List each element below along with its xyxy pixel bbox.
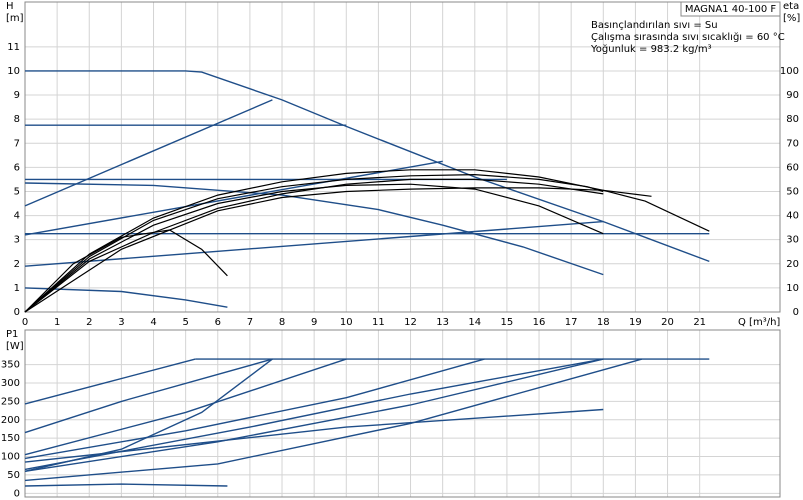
x-tick-label: 18 — [597, 317, 610, 328]
y2-tick-label: 100 — [780, 66, 799, 77]
y-tick-label: 150 — [1, 433, 20, 444]
curve — [24, 358, 604, 471]
y-tick-label: 5 — [14, 186, 20, 197]
y2-tick-label: 70 — [786, 138, 799, 149]
x-tick-label: 6 — [215, 317, 221, 328]
x-tick-label: 19 — [629, 317, 642, 328]
x-tick-label: 13 — [436, 317, 449, 328]
curve — [24, 483, 228, 487]
title-box — [680, 1, 781, 17]
y2-tick-label: 0 — [793, 307, 799, 318]
x-tick-label: 21 — [693, 317, 706, 328]
y-tick-label: 300 — [1, 378, 20, 389]
curve — [24, 358, 273, 434]
y-axis-unit: [m] — [6, 13, 24, 24]
y-tick-label: 100 — [1, 452, 20, 463]
y-tick-label: 2 — [14, 259, 20, 270]
curve — [24, 358, 196, 405]
y2-tick-label: 40 — [786, 211, 799, 222]
y2-tick-label: 10 — [786, 283, 799, 294]
curve — [25, 70, 710, 263]
y-tick-label: 3 — [14, 235, 20, 246]
y-tick-label: 0 — [14, 307, 20, 318]
curve — [24, 358, 604, 472]
y-tick-label: 11 — [7, 42, 20, 53]
y-tick-label: 350 — [1, 360, 20, 371]
annotation: Basınçlandırılan sıvı = Su — [591, 20, 718, 31]
curve — [24, 220, 604, 267]
curve — [24, 160, 443, 236]
plot-frame — [24, 329, 781, 498]
y-tick-label: 0 — [14, 488, 20, 499]
x-tick-label: 7 — [247, 317, 253, 328]
x-tick-label: 9 — [311, 317, 317, 328]
chart-title: MAGNA1 40-100 F — [685, 4, 777, 15]
x-tick-label: 5 — [182, 317, 188, 328]
x-tick-label: 11 — [372, 317, 385, 328]
x-tick-label: 1 — [54, 317, 60, 328]
curve — [24, 169, 710, 313]
curve — [24, 358, 643, 482]
x-tick-label: 14 — [468, 317, 481, 328]
x-tick-label: 2 — [86, 317, 92, 328]
curve — [24, 287, 228, 308]
curve — [24, 358, 485, 460]
y-tick-label: 200 — [1, 415, 20, 426]
x-tick-label: 0 — [22, 317, 28, 328]
y-tick-label: 50 — [7, 470, 20, 481]
x-tick-label: 16 — [533, 317, 546, 328]
y2-tick-label: 30 — [786, 235, 799, 246]
x-tick-label: 12 — [404, 317, 417, 328]
x-tick-label: 10 — [340, 317, 353, 328]
plot-frame — [24, 1, 781, 313]
y-tick-label: 10 — [7, 66, 20, 77]
annotation: Yoğunluk = 983.2 kg/m³ — [590, 43, 712, 55]
annotation: Çalışma sırasında sıvı sıcaklığı = 60 °C — [591, 31, 785, 43]
curve — [24, 178, 604, 313]
y2-tick-label: 90 — [786, 90, 799, 101]
y2-tick-label: 50 — [786, 186, 799, 197]
y-axis-label: H — [6, 1, 14, 12]
y-tick-label: 6 — [14, 162, 20, 173]
y-tick-label: 7 — [14, 138, 20, 149]
curve — [24, 408, 604, 463]
x-tick-label: 17 — [565, 317, 578, 328]
y-tick-label: 1 — [14, 283, 20, 294]
y2-tick-label: 20 — [786, 259, 799, 270]
curve — [24, 173, 604, 313]
y-tick-label: 8 — [14, 114, 20, 125]
y-tick-label: 4 — [14, 211, 20, 222]
x-tick-label: 3 — [118, 317, 124, 328]
curve — [24, 229, 228, 313]
y2-tick-label: 60 — [786, 162, 799, 173]
x-tick-label: 8 — [279, 317, 285, 328]
x-tick-label: 4 — [150, 317, 156, 328]
y-tick-label: 9 — [14, 90, 20, 101]
curve — [24, 99, 273, 207]
y-axis-label: P1 — [6, 329, 18, 340]
y2-axis-unit: [%] — [783, 13, 800, 24]
y2-axis-label: eta — [783, 1, 799, 12]
curve — [24, 182, 604, 276]
x-tick-label: 15 — [501, 317, 514, 328]
y-axis-unit: [W] — [6, 341, 24, 352]
x-axis-label: Q [m³/h] — [738, 317, 780, 328]
x-tick-label: 20 — [661, 317, 674, 328]
y-tick-label: 250 — [1, 396, 20, 407]
y2-tick-label: 80 — [786, 114, 799, 125]
curve — [24, 358, 347, 456]
